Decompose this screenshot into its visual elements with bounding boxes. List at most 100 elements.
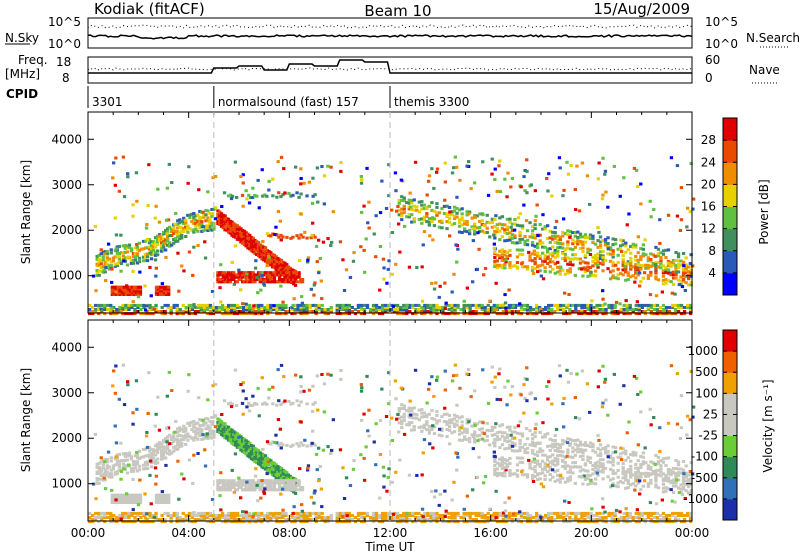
power-cell [686, 303, 690, 307]
power-cell [200, 229, 204, 233]
power-cell [230, 233, 234, 237]
velocity-cell [673, 520, 678, 524]
velocity-cell [123, 454, 127, 458]
power-cell [510, 228, 515, 232]
velocity-cell [438, 516, 442, 519]
power-cell [112, 293, 116, 296]
velocity-cell [581, 482, 585, 486]
velocity-cell [563, 467, 567, 470]
power-cell [93, 224, 97, 228]
date-title: 15/Aug/2009 [593, 0, 690, 18]
power-cell [136, 287, 141, 291]
power-cell [202, 229, 206, 233]
velocity-cell [143, 463, 148, 467]
velocity-cell [237, 479, 241, 483]
power-cell [119, 260, 123, 264]
velocity-cell [114, 495, 118, 499]
power-cell [248, 237, 252, 241]
power-cell [684, 266, 688, 270]
power-cell [313, 281, 317, 285]
power-cell [435, 308, 439, 311]
velocity-cell [644, 474, 648, 478]
velocity-cell [88, 520, 92, 524]
power-cell [453, 310, 457, 313]
velocity-cell [450, 520, 454, 524]
velocity-cell [533, 452, 537, 456]
power-cell [596, 265, 600, 269]
power-cell [279, 265, 284, 269]
velocity-cell [242, 479, 247, 483]
velocity-cell [228, 481, 232, 485]
velocity-cell [107, 465, 111, 469]
power-cell [535, 303, 539, 307]
power-cell [624, 244, 628, 248]
velocity-cell [563, 480, 567, 484]
power-cell [525, 312, 530, 316]
velocity-cell [518, 445, 522, 449]
power-cell [454, 243, 458, 247]
colorbar-tick-label: 12 [701, 222, 716, 236]
velocity-cell [611, 445, 615, 449]
velocity-cell [510, 430, 515, 434]
power-cell [571, 238, 575, 242]
power-cell [125, 244, 130, 248]
power-cell [495, 253, 499, 257]
velocity-cell [178, 518, 182, 521]
velocity-cell [286, 488, 291, 492]
velocity-cell [271, 461, 275, 465]
power-cell [272, 275, 276, 279]
power-cell [256, 273, 261, 277]
power-cell [556, 249, 560, 253]
velocity-cell [246, 451, 250, 455]
power-cell [267, 271, 271, 275]
power-cell [641, 247, 645, 251]
velocity-cell [311, 518, 315, 521]
velocity-cell [445, 412, 449, 416]
power-cell [253, 273, 257, 277]
velocity-cell [576, 438, 580, 442]
power-cell [118, 291, 122, 295]
power-cell [490, 220, 494, 224]
velocity-cell [445, 428, 449, 432]
velocity-cell [473, 430, 477, 434]
power-cell [626, 248, 630, 252]
power-cell [435, 211, 439, 215]
power-cell [628, 312, 632, 316]
velocity-cell [225, 434, 229, 438]
power-cell [208, 306, 213, 309]
velocity-cell [463, 427, 467, 431]
velocity-cell [258, 488, 262, 492]
power-cell [387, 310, 391, 313]
power-cell [493, 256, 497, 259]
velocity-cell [190, 516, 194, 519]
power-cell [432, 186, 436, 190]
power-cell [314, 308, 318, 311]
power-cell [265, 194, 269, 198]
power-cell [471, 310, 475, 313]
velocity-cell [118, 497, 122, 501]
velocity-cell [596, 473, 600, 477]
velocity-cell [598, 452, 603, 456]
power-cell [565, 233, 570, 237]
power-cell [465, 213, 469, 217]
power-cell [601, 308, 605, 311]
power-cell [117, 261, 121, 264]
power-cell [531, 312, 536, 316]
velocity-cell [568, 518, 572, 521]
power-cell [114, 285, 118, 289]
power-cell [498, 159, 502, 163]
power-cell [598, 250, 603, 254]
velocity-cell [397, 409, 401, 413]
power-cell [271, 253, 275, 257]
power-cell [498, 312, 502, 316]
velocity-cell [544, 516, 548, 519]
power-cell [101, 270, 105, 274]
velocity-cell [547, 516, 551, 519]
power-cell [145, 237, 150, 241]
power-cell [501, 310, 505, 313]
power-cell [281, 264, 285, 267]
power-cell [507, 306, 512, 309]
power-cell [455, 195, 459, 199]
power-cell [253, 280, 257, 284]
velocity-cell [308, 518, 312, 521]
